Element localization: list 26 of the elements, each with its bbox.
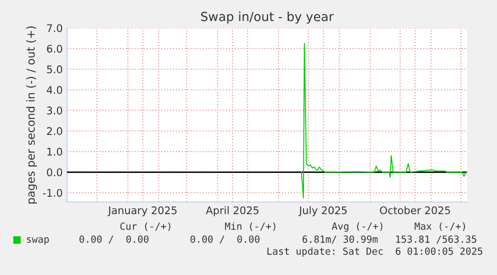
chart-title: Swap in/out - by year xyxy=(201,12,334,24)
y-tick-label: 2.0 xyxy=(47,127,62,136)
y-tick-label: -1.0 xyxy=(43,188,62,197)
text: Min (-/+) xyxy=(225,222,276,231)
text: 0.00 / 0.00 xyxy=(190,235,260,244)
text: 6.81m/ 30.99m xyxy=(302,235,378,244)
x-tick-label: July 2025 xyxy=(298,206,347,216)
text: Max (-/+) xyxy=(414,222,465,231)
y-tick-label: 1.0 xyxy=(47,148,62,156)
y-tick-label: 0.0 xyxy=(46,168,62,176)
x-tick-label: January 2025 xyxy=(108,206,177,216)
y-tick-label: 4.0 xyxy=(46,86,62,94)
y-tick-label: 3.0 xyxy=(47,106,62,114)
text: Avg (-/+) xyxy=(332,222,382,232)
text: Last update: Sat Dec 6 01:00:05 2025 xyxy=(267,247,482,257)
y-tick-label: 7.0 xyxy=(47,24,62,32)
legend-label: swap xyxy=(27,237,49,245)
y-axis-title: pages per second in (-) / out (+) xyxy=(26,26,37,204)
text: Cur (-/+) xyxy=(120,222,170,231)
x-tick-label: October 2025 xyxy=(380,206,450,214)
text: 153.81 /563.35 xyxy=(396,235,476,244)
y-tick-label: 5.0 xyxy=(47,65,62,74)
line-series xyxy=(300,42,466,198)
text: 0.00 / 0.00 xyxy=(80,235,148,244)
x-tick-label: April 2025 xyxy=(206,206,258,216)
y-tick-label: 6.0 xyxy=(46,44,62,53)
